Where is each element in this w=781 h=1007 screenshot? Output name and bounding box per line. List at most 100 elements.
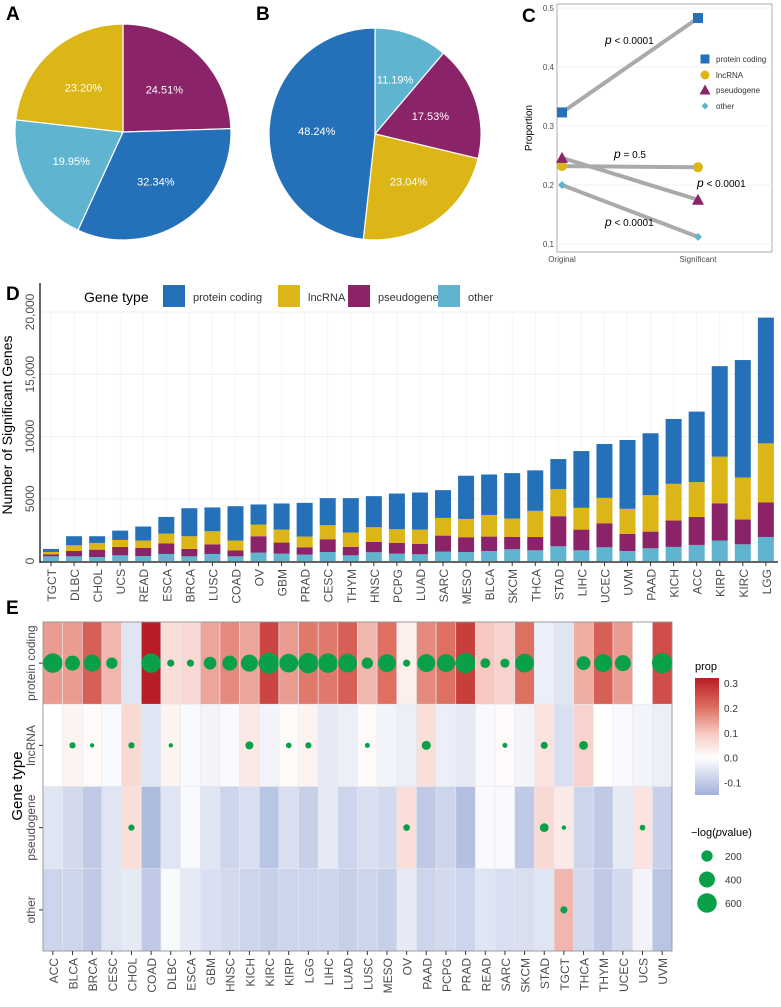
pie-slice-protein-coding (77, 128, 232, 241)
heatmap-cell (180, 786, 201, 870)
heatmap-cell (298, 868, 319, 952)
bar-segment-lncrna (66, 545, 83, 551)
significance-dot (338, 653, 358, 673)
pie-slice-lncrna (362, 133, 479, 241)
bar-segment-other (250, 552, 267, 561)
y-tick-label: 0.2 (543, 181, 555, 190)
bar-segment-lncrna (250, 524, 267, 537)
bar-segment-pseudogene (227, 550, 244, 557)
significance-dot (364, 742, 370, 748)
bar-segment-lncrna (158, 533, 175, 544)
pie-slice-label: 23.20% (65, 83, 103, 95)
bar-segment-protein-coding (365, 496, 382, 528)
x-tick-label: CHOL (91, 569, 105, 603)
significance-dot (539, 823, 549, 833)
pie-slice-label: 24.51% (146, 84, 184, 96)
x-tick-label: LUSC (206, 569, 220, 601)
significance-dot (437, 654, 455, 673)
bar-segment-lncrna (734, 477, 751, 520)
stacked-bar-chart-d: 0 5000 10000 15,000 20,000 Number of Signific… (0, 283, 778, 604)
heatmap-cell (514, 786, 535, 870)
bar-segment-pseudogene (665, 520, 682, 547)
significance-dot (65, 655, 80, 671)
color-legend-tick: 0.1 (724, 729, 738, 740)
bar-segment-pseudogene (619, 533, 636, 551)
bar-segment-protein-coding (573, 451, 590, 508)
size-legend-label: 200 (725, 852, 742, 863)
heatmap-cell (121, 868, 142, 952)
column-label: HNSC (224, 958, 238, 992)
bar-segment-other (665, 546, 682, 561)
bar-segment-other (112, 555, 129, 561)
bar-segment-protein-coding (342, 498, 359, 533)
pie-slice-other (14, 119, 124, 231)
column-label: DLBC (165, 958, 179, 990)
pie-slice-other (374, 27, 445, 136)
heatmap-cell (435, 786, 457, 870)
bar-segment-lncrna (435, 517, 452, 536)
heatmap-cell (62, 868, 83, 952)
column-label: LGG (302, 958, 316, 983)
column-label: PRAD (460, 958, 474, 992)
bar-segment-lncrna (458, 518, 475, 538)
column-label: OV (401, 958, 415, 975)
heatmap-cell (357, 868, 378, 952)
significance-dot (245, 741, 254, 750)
bar-segment-protein-coding (504, 473, 521, 519)
x-tick-label: OV (253, 569, 267, 586)
point-other (558, 181, 566, 189)
size-legend-dot (699, 871, 715, 888)
bar-segment-protein-coding (734, 360, 751, 478)
bar-segment-other (342, 555, 359, 561)
size-legend-title-suffix: value) (722, 827, 752, 839)
pie-slice-label: 32.34% (137, 177, 175, 189)
heatmap-cell (180, 868, 201, 952)
bar-segment-other (757, 536, 774, 561)
y-tick-label: 0.5 (543, 4, 555, 13)
bar-segment-pseudogene (388, 542, 405, 554)
row-label: pseudogene (24, 794, 38, 860)
x-tick-label: COAD (229, 569, 243, 604)
bar-segment-lncrna (411, 529, 428, 544)
pie-chart-a: 24.51% 32.34% 19.95% 23.20% (14, 23, 232, 241)
heatmap-cell (376, 703, 398, 787)
bar-segment-lncrna (642, 495, 659, 532)
bar-segment-lncrna (596, 497, 613, 524)
heatmap-cell (534, 868, 555, 952)
legend-marker-lncrna (700, 70, 710, 80)
column-label: CHOL (125, 958, 139, 992)
x-tick-label: KIRP (714, 569, 728, 597)
significance-dot (222, 655, 238, 671)
bar-segment-other (66, 556, 83, 561)
bar-segment-protein-coding (596, 443, 613, 498)
heatmap-cell (278, 868, 299, 952)
bar-segment-pseudogene (135, 547, 152, 557)
column-label: PCPG (440, 958, 454, 992)
significance-dot (305, 742, 312, 749)
significance-dot (502, 742, 508, 748)
bar-segment-lncrna (619, 508, 636, 534)
significance-dot (576, 656, 591, 671)
heatmap-cell (317, 868, 339, 952)
bar-segment-lncrna (688, 482, 705, 517)
x-tick-label: Significant (680, 255, 718, 264)
row-label: other (24, 896, 38, 923)
heatmap-cell (396, 703, 417, 787)
bar-segment-other (273, 553, 290, 561)
heatmap-cell (101, 786, 122, 870)
x-tick-label: TGCT (45, 568, 59, 601)
p-value-annotation: p < 0.0001 (604, 33, 654, 47)
x-tick-label: PCPG (391, 569, 405, 603)
heatmap-cell (416, 786, 437, 870)
bar-segment-lncrna (504, 518, 521, 537)
column-label: KIRP (283, 958, 297, 986)
significance-dot (560, 906, 568, 914)
significance-dot (579, 740, 588, 750)
column-label: SKCM (519, 958, 533, 993)
bar-segment-pseudogene (504, 536, 521, 550)
bar-segment-protein-coding (43, 548, 59, 552)
bar-segment-protein-coding (757, 317, 774, 444)
heatmap-cell (514, 703, 535, 787)
heatmap-cell (219, 868, 240, 952)
pie-slice-pseudogene (122, 23, 232, 133)
